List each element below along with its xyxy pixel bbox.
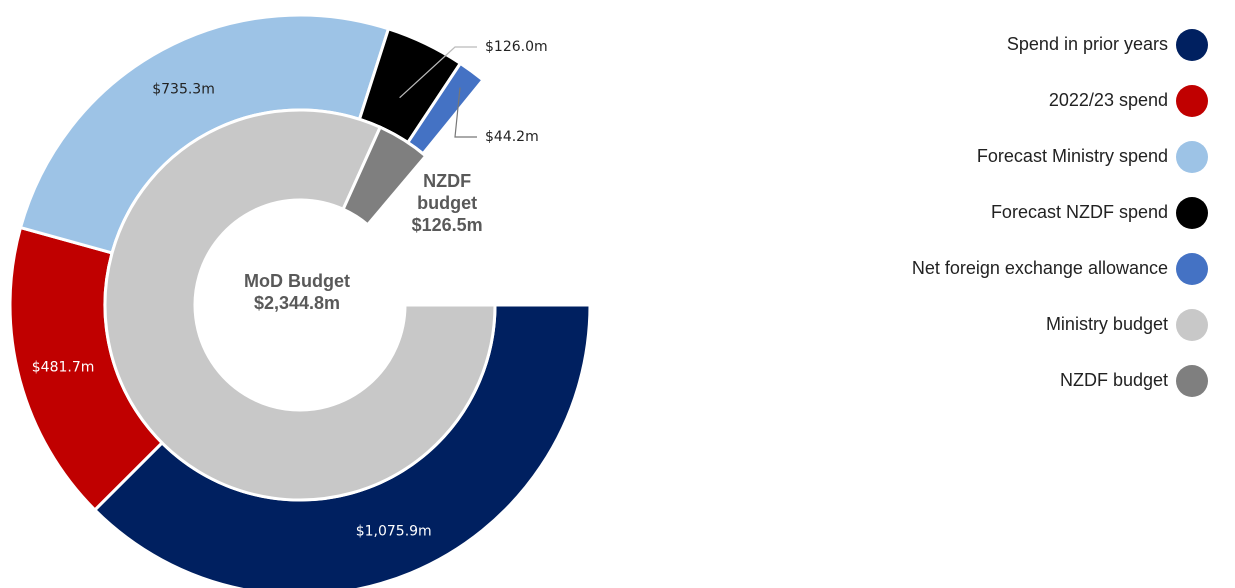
slice bbox=[103, 108, 497, 502]
ring-value-label: $126.5m bbox=[411, 215, 483, 236]
legend-swatch bbox=[1176, 85, 1208, 117]
legend-swatch bbox=[1176, 365, 1208, 397]
legend-swatch bbox=[1176, 253, 1208, 285]
legend-label: NZDF budget bbox=[1060, 370, 1168, 390]
ring-value-label: $2,344.8m bbox=[253, 293, 341, 313]
legend-label: Ministry budget bbox=[1046, 314, 1168, 334]
legend-label: Forecast NZDF spend bbox=[991, 202, 1168, 222]
legend-label: Spend in prior years bbox=[1007, 34, 1168, 54]
leader-line bbox=[454, 87, 477, 138]
value-label: $44.2m bbox=[485, 129, 539, 145]
legend-swatch bbox=[1176, 141, 1208, 173]
value-label: $1,075.9m bbox=[356, 523, 432, 539]
ring-label: MoD Budget bbox=[244, 271, 350, 291]
ring-label: NZDF budget bbox=[417, 171, 478, 214]
value-label: $735.3m bbox=[152, 81, 215, 97]
legend-swatch bbox=[1176, 29, 1208, 61]
leader-line bbox=[399, 46, 477, 99]
legend-label: 2022/23 spend bbox=[1049, 90, 1168, 110]
value-label: $126.0m bbox=[485, 39, 548, 55]
legend-swatch bbox=[1176, 197, 1208, 229]
value-label: $481.7m bbox=[32, 359, 95, 375]
slice bbox=[341, 125, 428, 227]
legend-label: Forecast Ministry spend bbox=[977, 146, 1168, 166]
legend-swatch bbox=[1176, 309, 1208, 341]
legend-label: Net foreign exchange allowance bbox=[912, 258, 1168, 278]
